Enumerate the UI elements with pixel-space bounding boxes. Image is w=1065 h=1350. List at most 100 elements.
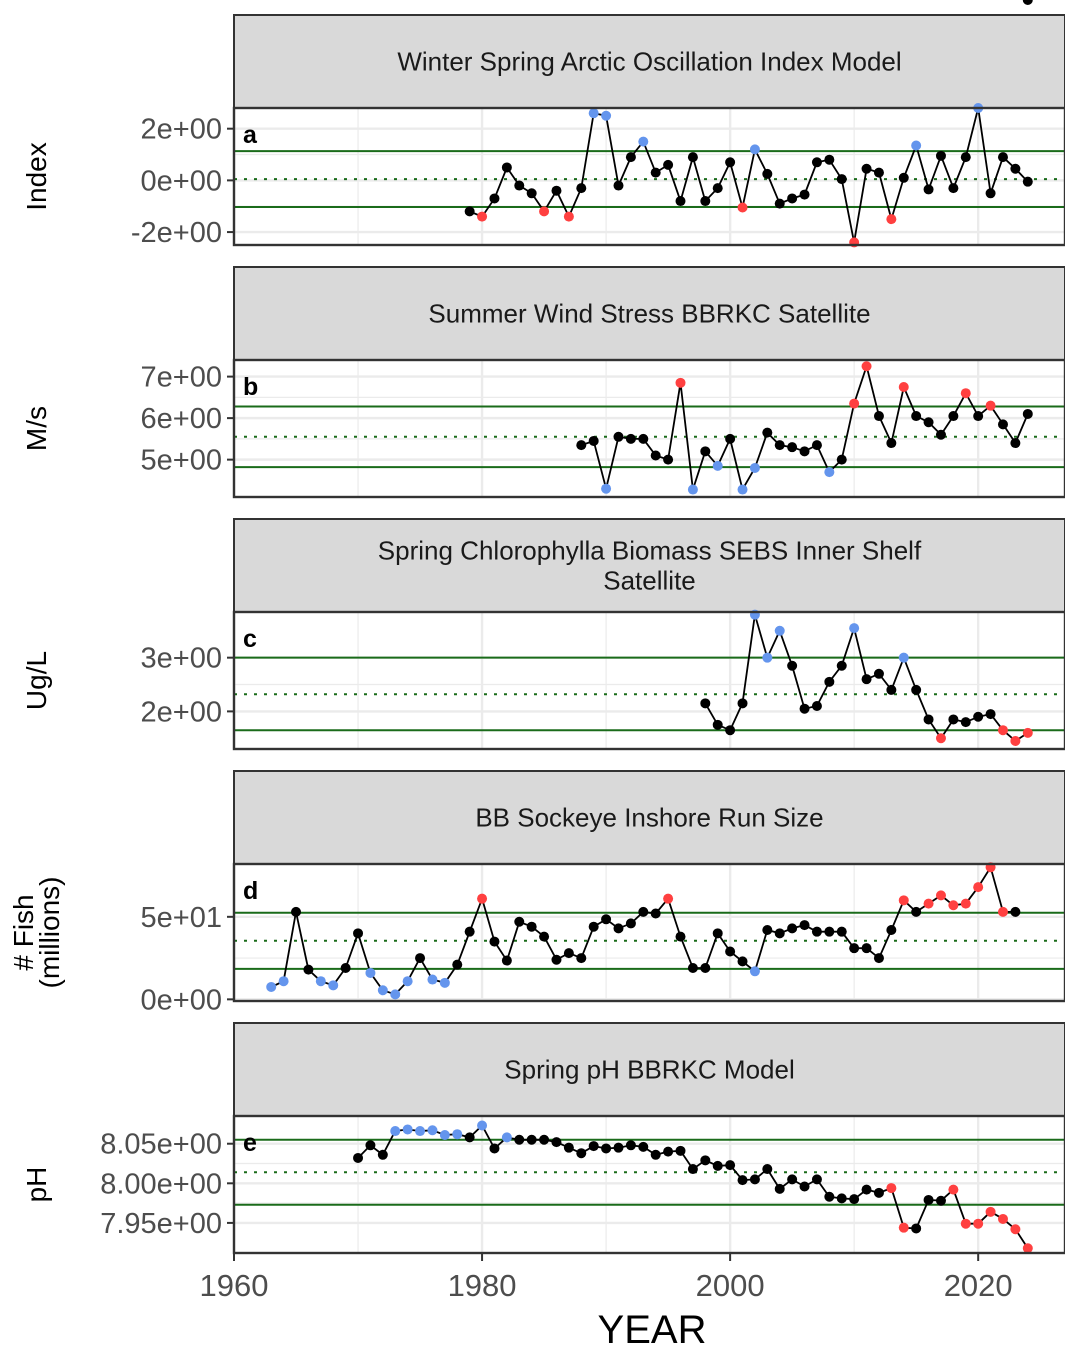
data-point xyxy=(849,1194,860,1205)
data-point xyxy=(353,928,364,939)
data-point xyxy=(737,202,748,213)
data-point xyxy=(725,1160,736,1171)
data-point xyxy=(526,921,537,932)
data-point xyxy=(849,623,860,634)
data-point xyxy=(551,1137,562,1148)
data-point xyxy=(601,1143,612,1154)
data-point xyxy=(849,943,860,954)
data-point xyxy=(935,150,946,161)
data-point xyxy=(1010,906,1021,917)
data-point xyxy=(563,1142,574,1153)
data-point xyxy=(613,180,624,191)
data-point xyxy=(960,898,971,909)
data-point xyxy=(650,1149,661,1160)
data-point xyxy=(948,714,959,725)
data-point xyxy=(849,398,860,409)
panel-c-title-line: Spring Chlorophylla Biomass SEBS Inner S… xyxy=(378,536,922,566)
data-point xyxy=(663,893,674,904)
data-point xyxy=(985,709,996,720)
data-point xyxy=(749,966,760,977)
panel-c-tag: c xyxy=(243,625,257,653)
data-point xyxy=(1022,0,1033,5)
data-point xyxy=(514,916,525,927)
data-point xyxy=(762,427,773,438)
data-point xyxy=(985,188,996,199)
data-point xyxy=(960,717,971,728)
data-point xyxy=(675,377,686,388)
y-tick-label: 8.00e+00 xyxy=(100,1168,222,1200)
data-point xyxy=(923,1194,934,1205)
data-point xyxy=(898,1222,909,1233)
data-point xyxy=(650,450,661,461)
data-point xyxy=(638,906,649,917)
data-point xyxy=(973,882,984,893)
panel-b-tag: b xyxy=(243,373,258,401)
data-point xyxy=(836,926,847,937)
data-point xyxy=(948,900,959,911)
data-point xyxy=(601,110,612,121)
data-point xyxy=(365,967,376,978)
panel-e-border xyxy=(232,1114,1065,1255)
data-point xyxy=(687,962,698,973)
y-tick-label: 2e+00 xyxy=(141,696,222,728)
data-point xyxy=(613,1142,624,1153)
y-tick-label: 0e+00 xyxy=(141,984,222,1016)
data-point xyxy=(563,211,574,222)
panel-b-plot-area xyxy=(234,360,1065,497)
data-point xyxy=(985,400,996,411)
y-tick-label: 5e+00 xyxy=(141,445,222,477)
data-point xyxy=(340,962,351,973)
data-point xyxy=(836,660,847,671)
data-point xyxy=(811,1174,822,1185)
data-point xyxy=(402,976,413,987)
data-point xyxy=(712,183,723,194)
panel-d-y-axis-title: # Fish xyxy=(8,894,39,970)
data-point xyxy=(923,714,934,725)
data-point xyxy=(774,198,785,209)
data-point xyxy=(824,1191,835,1202)
data-point xyxy=(824,926,835,937)
data-point xyxy=(452,959,463,970)
data-point xyxy=(898,895,909,906)
data-point xyxy=(737,1175,748,1186)
data-point xyxy=(712,1160,723,1171)
data-point xyxy=(911,684,922,695)
panel-a: Winter Spring Arctic Oscillation Index M… xyxy=(21,14,1065,249)
data-point xyxy=(861,943,872,954)
data-point xyxy=(873,1187,884,1198)
data-point xyxy=(427,1125,438,1136)
data-point xyxy=(650,167,661,178)
y-tick-label: 7.95e+00 xyxy=(100,1208,222,1240)
data-point xyxy=(923,184,934,195)
data-point xyxy=(935,1195,946,1206)
data-point xyxy=(935,429,946,440)
panel-c-border xyxy=(232,610,1065,751)
data-point xyxy=(526,188,537,199)
data-point xyxy=(551,954,562,965)
data-point xyxy=(700,962,711,973)
data-point xyxy=(911,1223,922,1234)
data-point xyxy=(923,417,934,428)
data-point xyxy=(749,1174,760,1185)
data-point xyxy=(638,1141,649,1152)
data-point xyxy=(749,144,760,155)
data-point xyxy=(960,1218,971,1229)
data-point xyxy=(464,1132,475,1143)
data-point xyxy=(563,948,574,959)
y-tick-label: 3e+00 xyxy=(141,643,222,675)
data-point xyxy=(811,701,822,712)
data-point xyxy=(824,676,835,687)
data-point xyxy=(997,725,1008,736)
data-point xyxy=(700,446,711,457)
data-point xyxy=(787,193,798,204)
data-point xyxy=(489,936,500,947)
data-point xyxy=(774,440,785,451)
data-point xyxy=(526,1134,537,1145)
data-point xyxy=(886,1183,897,1194)
data-point xyxy=(997,1213,1008,1224)
panel-d-border xyxy=(232,862,1065,1003)
data-point xyxy=(811,926,822,937)
data-point xyxy=(415,953,426,964)
data-point xyxy=(836,174,847,185)
y-tick-label: 5e+01 xyxy=(141,902,222,934)
